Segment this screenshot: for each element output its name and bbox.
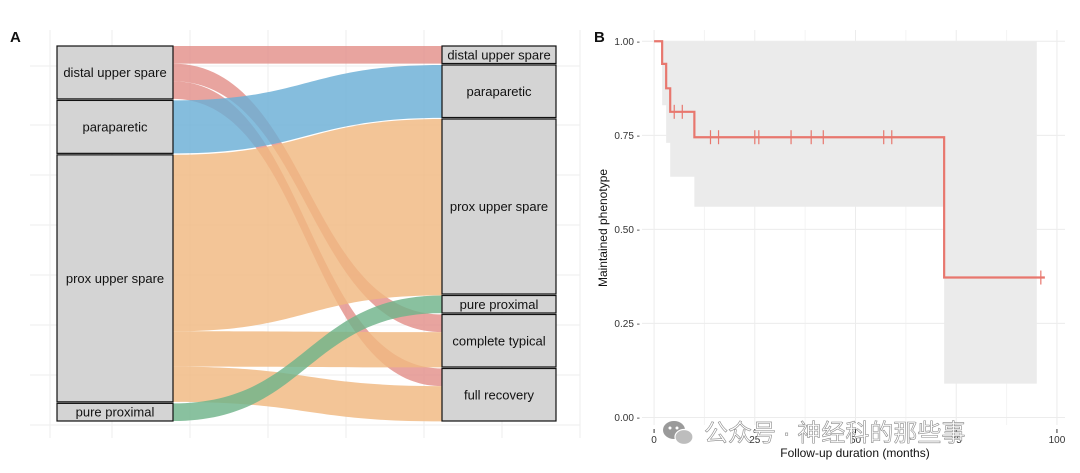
y-axis-title: Maintained phenotype (596, 169, 610, 287)
right-node-label-paraparetic: paraparetic (466, 84, 532, 99)
right-node-label-distal-upper-spare: distal upper spare (447, 47, 550, 62)
km-step-line (654, 40, 1045, 279)
km-x-tick-label: 50 (850, 435, 862, 446)
panel-b-label: B (594, 29, 605, 46)
km-y-tick-label: 0.50 - (614, 225, 640, 236)
right-node-distal-upper-spare (441, 45, 557, 65)
left-node-distal-upper-spare (56, 45, 174, 100)
left-node-prox-upper-spare (56, 154, 174, 403)
right-node-label-prox-upper-spare: prox upper spare (450, 199, 548, 214)
km-y-tick-label: 0.75 - (614, 131, 640, 142)
sankey-flow-distal-upper-spare-to-distal-upper-spare (173, 46, 442, 64)
right-node-paraparetic (441, 64, 557, 119)
km-confidence-band-area (654, 41, 1037, 384)
sankey-flow-pure-proximal-to-pure-proximal (173, 295, 442, 421)
x-axis-title: Follow-up duration (months) (780, 446, 929, 460)
sankey-nodes: distal upper spare paraparetic prox upper … (56, 45, 557, 422)
left-node-paraparetic (56, 99, 174, 154)
left-node-label-prox-upper-spare: prox upper spare (66, 271, 164, 286)
left-node-label-distal-upper-spare: distal upper spare (63, 65, 166, 80)
right-node-complete-typical (441, 313, 557, 368)
right-node-prox-upper-spare (441, 118, 557, 295)
km-x-tick-label: 25 (749, 435, 761, 446)
wechat-icon (663, 421, 694, 446)
watermark: 公众号 · 神经科的那些事 (663, 420, 966, 447)
km-x-tick-label: 100 (1049, 435, 1066, 446)
watermark-text: 公众号 · 神经科的那些事 (704, 420, 965, 447)
sankey-flow-prox-upper-spare-to-prox-upper-spare (173, 119, 442, 332)
km-y-tick-label: 0.00 - (614, 413, 640, 424)
right-node-label-pure-proximal: pure proximal (460, 297, 539, 312)
right-node-label-complete-typical: complete typical (452, 333, 545, 348)
sankey-flows (173, 46, 442, 422)
left-node-label-pure-proximal: pure proximal (76, 405, 155, 420)
km-x-tick-label: 75 (951, 435, 963, 446)
sankey-flow-paraparetic-to-paraparetic (173, 65, 442, 154)
km-y-tick-label: 0.25 - (614, 319, 640, 330)
right-node-label-full-recovery: full recovery (464, 387, 535, 402)
left-node-label-paraparetic: paraparetic (82, 119, 148, 134)
km-axes: 0.00 - 0.25 - 0.50 - 0.75 - 1.00 - 0 25 50 75 100 (614, 37, 1065, 446)
left-node-pure-proximal (56, 402, 174, 422)
right-node-pure-proximal (441, 294, 557, 314)
km-survival-curve (654, 40, 1045, 285)
sankey-flow-prox-upper-spare-to-full-recovery (173, 366, 442, 422)
right-node-full-recovery (441, 367, 557, 422)
km-confidence-band (654, 41, 1037, 384)
km-x-tick-label: 0 (651, 435, 657, 446)
sankey-flow-prox-upper-spare-to-complete-typical (173, 331, 442, 368)
panel-a-label: A (10, 29, 21, 46)
km-y-tick-label: 1.00 - (614, 37, 640, 48)
